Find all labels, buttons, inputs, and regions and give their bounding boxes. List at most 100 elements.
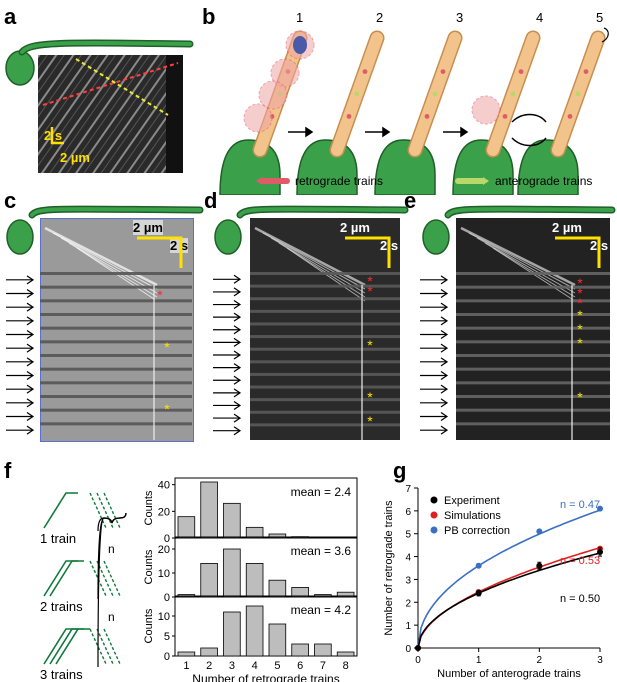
y-tick-label: 6 [405,507,411,518]
step-number: 3 [456,10,463,25]
time-arrow [420,316,449,326]
y-tick-label: 4 [405,553,411,564]
n-label: n [108,678,115,682]
mean-annotation: mean = 2.4 [291,485,352,499]
time-arrow [213,413,242,423]
time-arrow [420,398,449,408]
kymograph-overlay: * * * [6,226,192,440]
time-arrow [420,330,449,339]
y-tick-label: 7 [405,484,411,495]
histogram-bar [245,526,264,539]
red-star-marker: * [157,287,163,303]
panel-label-c: c [4,188,17,213]
step-number: 2 [376,10,383,25]
time-arrow [420,302,449,312]
x-tick-label: 7 [320,660,326,672]
histogram-bar [268,533,287,539]
kymograph-overlay: ******* [420,226,610,440]
yellow-star-marker: * [577,335,583,351]
yellow-star-marker: * [367,389,373,405]
kymograph-a [38,55,183,173]
histogram-bar [245,605,264,657]
time-arrow [420,425,449,435]
scale-space-c: 2 µm [133,220,163,235]
legend-anterograde: anterograde trains [495,174,592,188]
kymograph-c [40,218,194,442]
x-tick-label: 5 [274,660,280,672]
n-label: n [108,542,115,556]
data-point [536,528,543,535]
yellow-star-marker: * [367,337,373,353]
x-tick-label: 3 [597,655,603,666]
histogram-1: 0 20 40 mean = 2.4 Counts [143,477,358,545]
y-tick-label: 10 [158,568,170,580]
time-arrow [420,384,449,394]
data-point [597,549,603,555]
x-axis-label: Number of retrograde trains [192,672,339,682]
time-arrow [6,357,35,367]
panel-label-g: g [393,458,407,483]
time-arrow [420,289,449,298]
histogram-bar [223,611,241,657]
time-arrow [6,343,35,353]
mean-annotation: mean = 4.2 [291,603,352,617]
y-tick-label: 20 [158,506,170,518]
kymograph-overlay-cde: *************** [6,226,610,440]
x-tick-label: 0 [415,655,421,666]
scale-space-a: 2 µm [60,150,90,165]
yellow-star-marker: * [164,401,170,417]
time-arrow [213,400,242,410]
train-count-label: 2 trains [40,599,83,614]
cell-icons-cde [6,205,616,255]
cell-icon [214,205,409,255]
legend-label: PB correction [444,525,510,537]
panel-a-schematic [5,39,194,86]
yellow-star-marker: * [577,307,583,323]
panel-label-a: a [4,4,17,29]
step-number: 4 [536,10,543,25]
data-point [475,562,482,569]
kymograph-d [250,218,400,440]
data-point [536,562,543,569]
time-arrow [6,289,35,298]
histogram-bar [177,516,196,539]
scale-space-d: 2 µm [340,220,370,235]
histogram-bar [268,623,287,657]
legend-retrograde: retrograde trains [295,174,383,188]
x-tick-label: 8 [343,660,349,672]
histogram-bar [200,563,218,598]
yellow-star-marker: * [164,339,170,355]
x-tick-label: 4 [252,660,258,672]
cell-icon [6,205,204,255]
red-star-marker: * [367,283,373,299]
legend-marker [430,511,438,519]
time-arrow [213,337,242,347]
panel-b-schematic: 1 2 3 4 5 retrograde trains anterograde … [219,10,609,195]
exponent-label: n = 0.47 [560,499,600,511]
data-point [415,645,421,651]
time-arrow [6,275,35,285]
y-axis-label: Counts [143,608,155,643]
time-arrow [213,375,242,385]
y-tick-label: 1 [405,621,411,632]
time-arrow [6,371,35,380]
time-arrow [6,316,35,326]
cell-step-4 [452,30,541,195]
time-arrow [420,275,449,285]
time-arrow [213,287,242,297]
y-tick-label: 40 [158,480,170,492]
time-arrow [420,412,449,421]
x-tick-label: 2 [537,655,543,666]
yellow-star-marker: * [367,413,373,429]
y-axis-label: Number of retrograde trains [383,500,395,636]
n-label: n [108,610,115,624]
histogram-bar [268,579,287,598]
legend-marker [430,496,438,504]
time-arrow [6,384,35,394]
x-tick-label: 1 [476,655,482,666]
y-tick-label: 3 [405,575,411,586]
histogram-bar [200,647,218,657]
train-schematic: n 3 trains [40,512,127,682]
y-tick-label: 5 [405,530,411,541]
time-arrow [6,425,35,435]
